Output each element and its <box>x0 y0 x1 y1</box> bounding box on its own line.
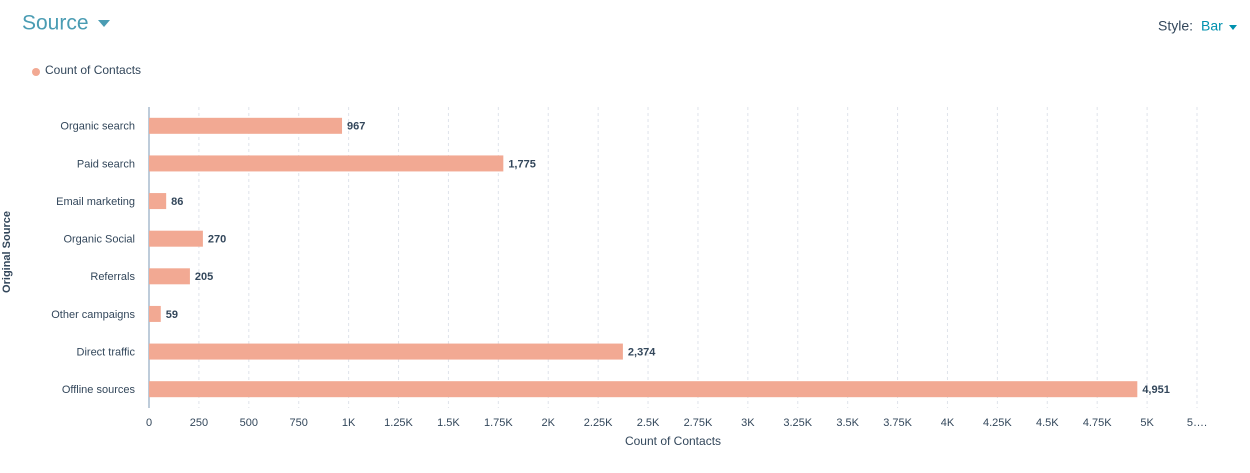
bar <box>149 155 504 172</box>
value-label: 59 <box>166 309 178 321</box>
x-tick-label: 4K <box>941 417 955 429</box>
x-tick-label: 5…. <box>1187 417 1207 429</box>
x-tick-label: 4.75K <box>1083 417 1112 429</box>
x-tick-label: 750 <box>290 417 308 429</box>
style-value[interactable]: Bar <box>1201 18 1223 34</box>
bar <box>149 268 190 285</box>
x-tick-label: 1.5K <box>437 417 460 429</box>
x-tick-label: 2.25K <box>584 417 613 429</box>
x-tick-label: 1.75K <box>484 417 513 429</box>
bar <box>149 193 167 210</box>
x-tick-label: 3.25K <box>783 417 812 429</box>
value-label: 967 <box>347 121 365 133</box>
bar <box>149 230 203 247</box>
value-label: 86 <box>171 196 183 208</box>
x-tick-label: 4.25K <box>983 417 1012 429</box>
x-tick-label: 2.75K <box>684 417 713 429</box>
y-tick-label: Other campaigns <box>51 309 135 321</box>
value-label: 4,951 <box>1142 384 1170 396</box>
bar <box>149 343 623 360</box>
bar <box>149 305 161 322</box>
x-tick-label: 4.5K <box>1036 417 1059 429</box>
x-tick-label: 1K <box>342 417 356 429</box>
x-tick-label: 5K <box>1140 417 1154 429</box>
x-tick-label: 250 <box>190 417 208 429</box>
y-tick-label: Organic Social <box>63 234 135 246</box>
y-tick-label: Referrals <box>90 271 135 283</box>
x-tick-label: 3K <box>741 417 755 429</box>
y-axis-title: Original Source <box>1 211 13 293</box>
chart-title[interactable]: Source <box>22 12 89 35</box>
bar <box>149 117 343 134</box>
value-label: 1,775 <box>508 158 536 170</box>
x-tick-label: 3.75K <box>883 417 912 429</box>
title-caret[interactable] <box>98 20 110 27</box>
y-tick-label: Offline sources <box>62 384 136 396</box>
style-caret[interactable] <box>1229 25 1237 30</box>
y-tick-label: Direct traffic <box>77 346 136 358</box>
legend-marker <box>32 68 40 76</box>
y-tick-label: Paid search <box>77 158 135 170</box>
x-axis-title: Count of Contacts <box>625 434 721 448</box>
style-label: Style: <box>1158 18 1193 34</box>
legend-label: Count of Contacts <box>45 63 141 77</box>
x-tick-label: 2.5K <box>637 417 660 429</box>
x-tick-label: 0 <box>146 417 152 429</box>
x-tick-label: 500 <box>240 417 258 429</box>
x-tick-label: 3.5K <box>836 417 859 429</box>
y-tick-label: Organic search <box>60 121 135 133</box>
x-tick-label: 1.25K <box>384 417 413 429</box>
y-tick-label: Email marketing <box>56 196 135 208</box>
value-label: 270 <box>208 234 226 246</box>
bar <box>149 381 1138 398</box>
x-tick-label: 2K <box>542 417 556 429</box>
value-label: 205 <box>195 271 213 283</box>
value-label: 2,374 <box>628 346 656 358</box>
